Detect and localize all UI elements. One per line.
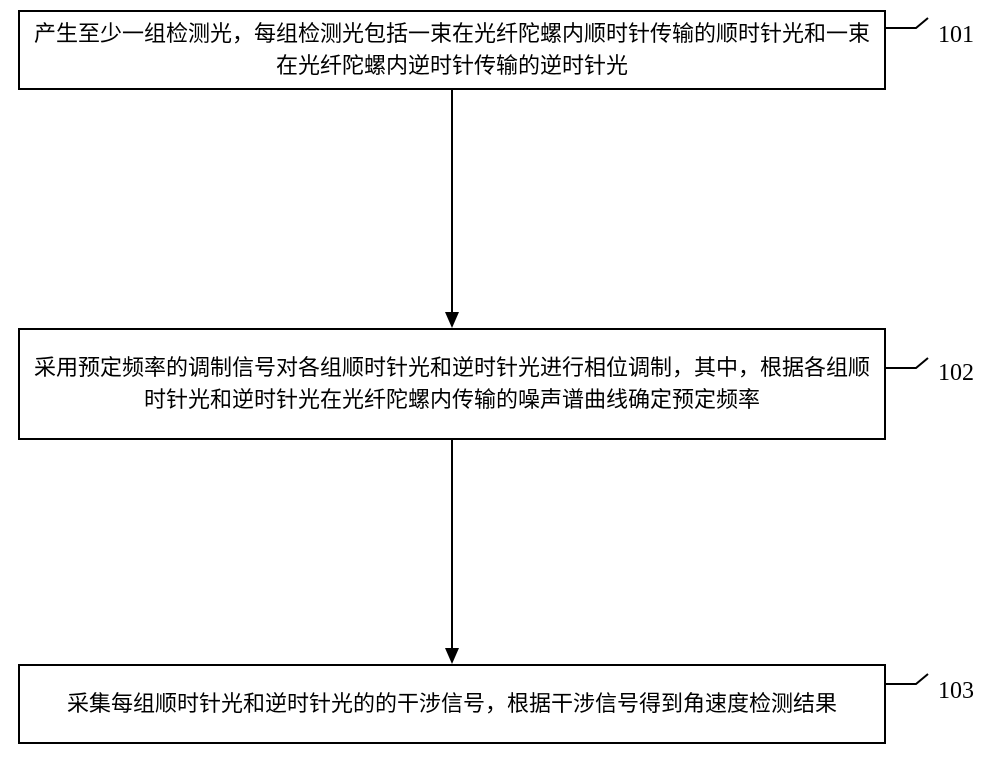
- flowchart-canvas: 产生至少一组检测光，每组检测光包括一束在光纤陀螺内顺时针传输的顺时针光和一束在光…: [0, 0, 1000, 762]
- arrow-2-3: [445, 440, 459, 664]
- flow-step-2-text: 采用预定频率的调制信号对各组顺时针光和逆时针光进行相位调制，其中，根据各组顺时针…: [32, 352, 872, 416]
- connector-2: [886, 356, 936, 376]
- flow-step-3: 采集每组顺时针光和逆时针光的的干涉信号，根据干涉信号得到角速度检测结果: [18, 664, 886, 744]
- step-label-2: 102: [938, 360, 974, 387]
- connector-3: [886, 672, 936, 692]
- step-label-3: 103: [938, 678, 974, 705]
- flow-step-1-text: 产生至少一组检测光，每组检测光包括一束在光纤陀螺内顺时针传输的顺时针光和一束在光…: [32, 18, 872, 82]
- connector-1: [886, 16, 936, 36]
- arrow-1-2: [445, 90, 459, 328]
- flow-step-3-text: 采集每组顺时针光和逆时针光的的干涉信号，根据干涉信号得到角速度检测结果: [67, 688, 837, 720]
- flow-step-2: 采用预定频率的调制信号对各组顺时针光和逆时针光进行相位调制，其中，根据各组顺时针…: [18, 328, 886, 440]
- flow-step-1: 产生至少一组检测光，每组检测光包括一束在光纤陀螺内顺时针传输的顺时针光和一束在光…: [18, 10, 886, 90]
- step-label-1: 101: [938, 22, 974, 49]
